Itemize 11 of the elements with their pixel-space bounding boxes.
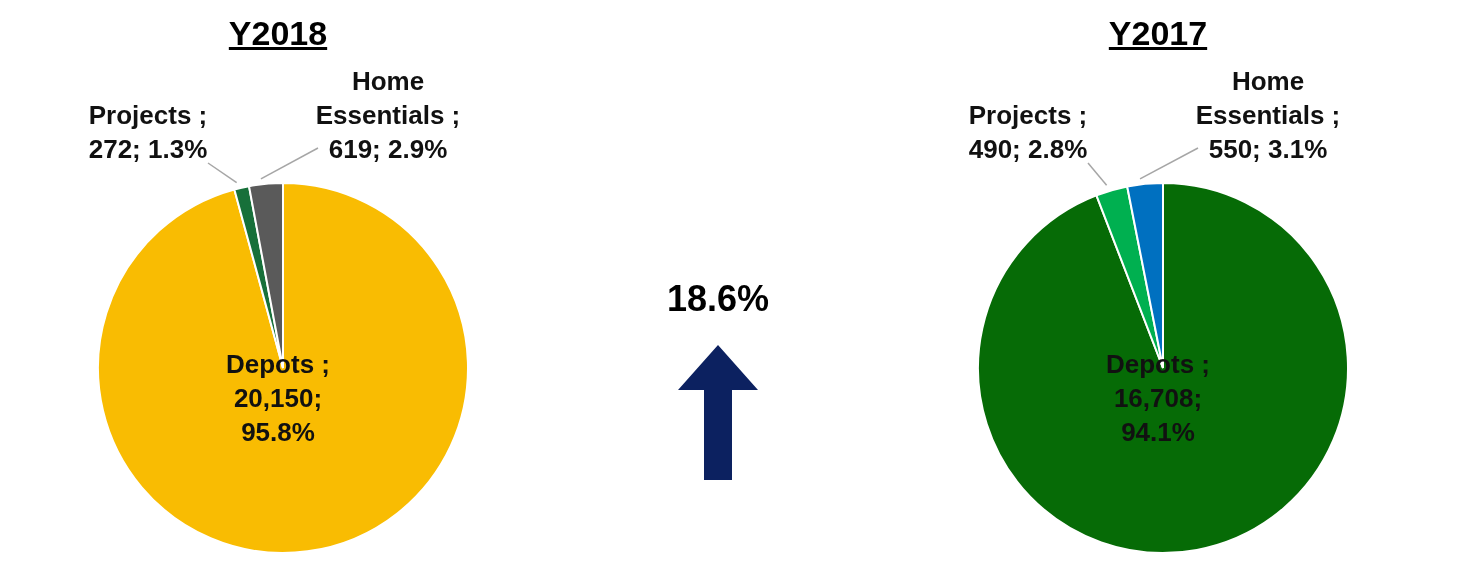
slice-label: Depots ; 16,708; 94.1% bbox=[1106, 349, 1210, 447]
pie-slice bbox=[97, 182, 469, 554]
slice-label: Projects ; 490; 2.8% bbox=[968, 100, 1088, 164]
slice-label: Depots ; 20,150; 95.8% bbox=[226, 349, 330, 447]
text: 18.6% bbox=[666, 278, 770, 320]
chart-title: Y2017 bbox=[1107, 14, 1209, 53]
slice-label: Home Essentials ; 550; 3.1% bbox=[1195, 66, 1341, 164]
pie-slice bbox=[977, 182, 1349, 554]
chart-title: Y2018 bbox=[227, 14, 329, 53]
slice-label: Home Essentials ; 619; 2.9% bbox=[315, 66, 461, 164]
slice-label: Projects ; 272; 1.3% bbox=[88, 100, 208, 164]
